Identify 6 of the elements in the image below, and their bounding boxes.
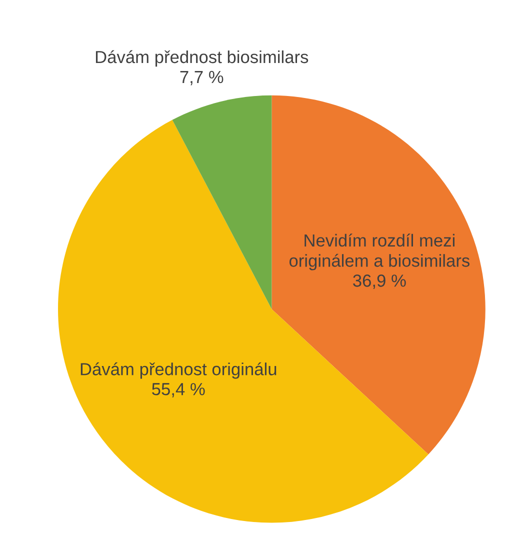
data-label: 36,9 % [353, 274, 406, 289]
data-label: 7,7 % [180, 70, 224, 86]
slice-label: Dávám přednost biosimilars [96, 50, 308, 67]
slice-label: Dávám přednost originálu [80, 362, 276, 379]
slice-label: Nevidím rozdíl mezi originálem a biosimilars [289, 234, 470, 270]
data-label: 55,4 % [152, 383, 205, 398]
